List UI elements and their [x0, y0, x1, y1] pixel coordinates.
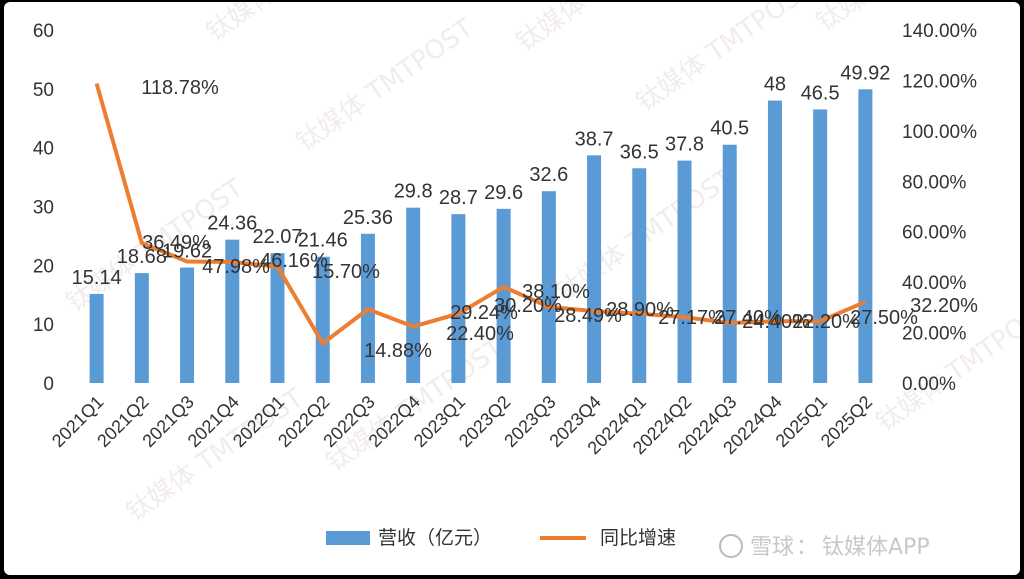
- chart-panel: 钛媒体 TMTPOST 钛媒体 TMTPOST 钛媒体 TMTPOST 钛媒体 TMT…: [4, 2, 1020, 575]
- revenue-bar: [722, 144, 737, 383]
- revenue-value-label: 28.7: [439, 187, 478, 209]
- growth-value-label: 47.98%: [202, 256, 270, 278]
- revenue-bar: [767, 100, 782, 383]
- revenue-value-label: 29.6: [484, 182, 523, 204]
- revenue-bar: [270, 253, 285, 383]
- growth-value-label: 28.49%: [554, 305, 622, 327]
- left-axis-tick-label: 50: [33, 80, 54, 101]
- right-axis-tick-label: 0.00%: [902, 374, 956, 395]
- credit-brand: 雪球: [750, 535, 794, 560]
- left-axis-tick-label: 20: [33, 256, 54, 277]
- revenue-value-label: 38.7: [575, 128, 614, 150]
- growth-value-label: 15.70%: [312, 261, 380, 283]
- revenue-bar: [541, 191, 556, 383]
- revenue-value-label: 36.5: [620, 141, 659, 163]
- revenue-value-label: 21.46: [298, 230, 348, 252]
- growth-value-label: 14.88%: [364, 340, 432, 362]
- right-axis-tick-label: 120.00%: [902, 71, 977, 92]
- revenue-bar: [496, 208, 511, 383]
- growth-value-label: 38.10%: [522, 281, 590, 303]
- legend-label-revenue: 营收（亿元）: [378, 527, 492, 549]
- left-y-axis: 0 10 20 30 40 50 60: [33, 21, 54, 395]
- growth-value-label: 27.17%: [658, 307, 726, 329]
- growth-value-label: 28.90%: [606, 299, 674, 321]
- revenue-bar: [451, 214, 466, 383]
- growth-value-label: 118.78%: [141, 77, 219, 99]
- revenue-value-label: 29.8: [394, 181, 433, 203]
- revenue-value-label: 48: [764, 74, 786, 96]
- left-axis-tick-label: 10: [33, 315, 54, 336]
- revenue-bar: [406, 207, 421, 383]
- growth-value-label: 27.40%: [714, 307, 782, 329]
- credit-account: 钛媒体APP: [822, 535, 930, 560]
- right-axis-tick-label: 140.00%: [902, 21, 977, 42]
- growth-value-label: 27.50%: [850, 307, 918, 329]
- growth-value-label: 22.40%: [446, 323, 514, 345]
- revenue-bar: [89, 293, 104, 383]
- snowball-logo-icon: [719, 534, 743, 558]
- revenue-value-label: 18.68: [117, 246, 167, 268]
- revenue-value-label: 40.5: [710, 118, 749, 140]
- watermark-text: 钛媒体 TMTPOST: [291, 13, 479, 158]
- revenue-bar: [858, 89, 873, 383]
- revenue-value-label: 24.36: [207, 213, 257, 235]
- watermark-text: 钛媒体 TMTPOST: [631, 2, 819, 118]
- revenue-bar: [180, 267, 195, 383]
- legend: 营收（亿元） 同比增速: [326, 527, 676, 549]
- left-axis-tick-label: 0: [43, 374, 54, 395]
- revenue-bar: [225, 239, 240, 383]
- growth-value-label: 32.20%: [910, 295, 978, 317]
- revenue-value-label: 49.92: [840, 62, 890, 84]
- revenue-bar: [677, 160, 692, 383]
- x-axis-labels: 2021Q12021Q22021Q32021Q42022Q12022Q22022…: [48, 392, 876, 459]
- right-y-axis: 0.00% 20.00% 40.00% 60.00% 80.00% 100.00% 120.…: [902, 21, 977, 395]
- left-axis-tick-label: 40: [33, 139, 54, 160]
- growth-value-label: 29.24%: [450, 302, 518, 324]
- growth-line-path: [94, 82, 867, 346]
- revenue-value-label: 19.62: [162, 241, 212, 263]
- credit-separator: ：: [796, 535, 818, 560]
- revenue-bar: [587, 155, 602, 383]
- left-axis-tick-label: 30: [33, 198, 54, 219]
- revenue-value-label: 37.8: [665, 134, 704, 156]
- revenue-value-label: 32.6: [529, 164, 568, 186]
- legend-swatch-revenue: [326, 531, 370, 545]
- revenue-value-label: 46.5: [801, 82, 840, 104]
- revenue-bar: [632, 168, 647, 383]
- growth-value-label: 46.16%: [260, 250, 328, 272]
- growth-value-label: 36.49%: [142, 232, 210, 254]
- revenue-value-label: 25.36: [343, 207, 393, 229]
- revenue-value-label: 15.14: [72, 267, 122, 289]
- growth-value-label: 24.40%: [742, 311, 810, 333]
- legend-label-growth: 同比增速: [600, 527, 676, 549]
- right-axis-tick-label: 60.00%: [902, 223, 967, 244]
- left-axis-tick-label: 60: [33, 21, 54, 42]
- source-credit: 雪球 ： 钛媒体APP: [719, 534, 930, 560]
- right-axis-tick-label: 20.00%: [902, 324, 967, 345]
- growth-value-label: 22.20%: [792, 311, 860, 333]
- watermark-text: 钛媒体 TMTPOST: [201, 2, 389, 48]
- right-axis-tick-label: 80.00%: [902, 172, 967, 193]
- growth-value-label: 30.20%: [494, 295, 562, 317]
- right-axis-tick-label: 40.00%: [902, 273, 967, 294]
- growth-line: [94, 82, 867, 346]
- revenue-value-label: 22.07: [252, 226, 302, 248]
- right-axis-tick-label: 100.00%: [902, 122, 977, 143]
- revenue-bar: [813, 109, 828, 384]
- watermark-text: 钛媒体 TMTPOST: [511, 2, 699, 58]
- revenue-bar: [315, 256, 330, 383]
- growth-data-labels: 118.78%36.49%47.98%46.16%15.70%29.24%22.…: [141, 77, 978, 362]
- revenue-bar: [134, 273, 149, 383]
